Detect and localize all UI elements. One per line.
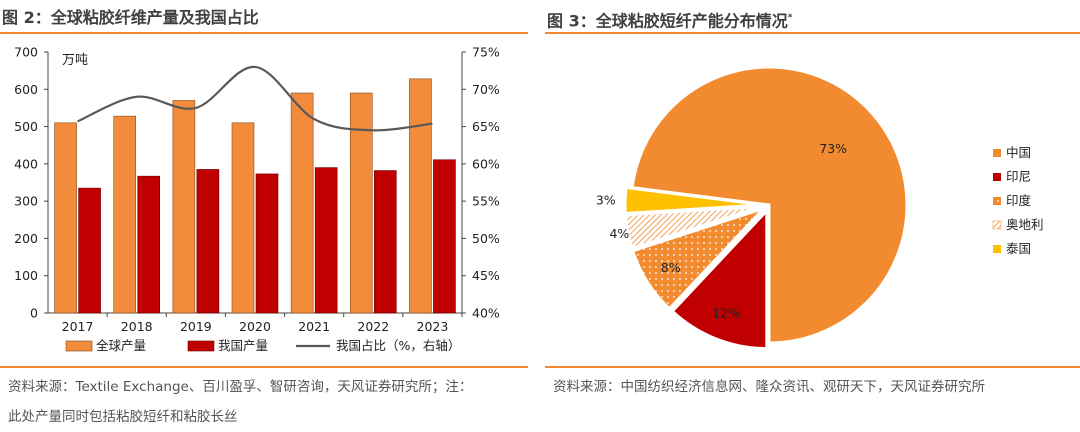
bar-line-chart: 0 100 200 300 400 500 600 700 40% 45% 50% 55% 60% 65%… — [14, 45, 500, 354]
x-tick-label: 2023 — [417, 319, 449, 334]
right-tick-label: 45% — [472, 268, 500, 283]
left-source-line2: 此处产量同时包括粘胶短纤和粘胶长丝 — [8, 409, 238, 425]
right-tick-label: 65% — [472, 119, 500, 134]
y-axis-unit-label: 万吨 — [62, 53, 88, 68]
pie-legend-label: 印尼 — [1006, 169, 1031, 184]
pie-slice-4 — [623, 185, 764, 216]
left-tick-label: 700 — [14, 45, 38, 60]
pie-legend-swatch — [993, 173, 1001, 181]
legend-label-share: 我国占比（%，右轴） — [336, 338, 460, 353]
x-tick-label: 2022 — [357, 319, 389, 334]
left-tick-label: 400 — [14, 156, 38, 171]
right-figure-title-text: 图 3：全球粘胶短纤产能分布情况 — [547, 11, 788, 31]
bar-chart-legend: 全球产量 我国产量 我国占比（%，右轴） — [65, 338, 460, 353]
pie-slices — [623, 65, 909, 351]
bar-chart-bars — [54, 78, 456, 314]
bar-chart-axes: 0 100 200 300 400 500 600 700 40% 45% 50% 55% 60% 65%… — [14, 45, 500, 335]
pie-slice-1 — [670, 206, 769, 351]
china-output-bar — [433, 159, 456, 314]
global-output-bar — [349, 92, 373, 314]
pie-value-label: 73% — [819, 141, 847, 156]
legend-label-global: 全球产量 — [96, 338, 146, 353]
right-tick-label: 70% — [472, 82, 500, 97]
global-output-bar — [231, 122, 255, 314]
x-tick-label: 2017 — [62, 319, 94, 334]
global-output-bar — [54, 122, 77, 314]
china-output-bar — [196, 169, 220, 314]
pie-legend-swatch — [993, 149, 1001, 157]
pie-slice-2 — [630, 206, 766, 311]
china-output-bar — [314, 167, 338, 314]
x-tick-label: 2020 — [239, 319, 271, 334]
pie-legend-swatch — [993, 197, 1001, 205]
china-output-bar — [255, 173, 279, 314]
pie-legend-label: 奥地利 — [1006, 217, 1044, 232]
global-output-bar — [409, 78, 432, 314]
right-tick-label: 60% — [472, 156, 500, 171]
left-tick-label: 200 — [14, 231, 38, 246]
right-figure-title: 图 3：全球粘胶短纤产能分布情况* — [545, 4, 1080, 34]
left-source-line1: 资料来源：Textile Exchange、百川盈孚、智研咨询，天风证券研究所；… — [8, 379, 473, 395]
left-figure-title: 图 2：全球粘胶纤维产量及我国占比 — [0, 4, 528, 34]
pie-value-label: 12% — [712, 306, 740, 321]
left-tick-label: 600 — [14, 82, 38, 97]
china-output-bar — [137, 175, 161, 314]
right-tick-label: 75% — [472, 45, 500, 60]
left-tick-label: 0 — [30, 306, 38, 321]
pie-labels: 73% 12% 8% 4% 3% — [596, 141, 847, 321]
pie-value-label: 3% — [596, 192, 616, 207]
pie-legend-label: 中国 — [1006, 145, 1031, 160]
x-tick-label: 2018 — [121, 319, 153, 334]
legend-swatch-global — [65, 340, 93, 352]
share-line — [77, 65, 433, 132]
right-tick-label: 40% — [472, 306, 500, 321]
x-tick-label: 2021 — [298, 319, 330, 334]
legend-swatch-china — [187, 340, 215, 352]
pie-slice-0 — [630, 65, 909, 345]
x-tick-label: 2019 — [180, 319, 212, 334]
pie-legend-swatch — [992, 220, 1002, 230]
china-output-bar — [78, 187, 101, 314]
china-share-line — [77, 65, 433, 132]
china-output-bar — [373, 170, 397, 314]
pie-legend-label: 印度 — [1006, 193, 1032, 208]
pie-value-label: 4% — [609, 226, 629, 241]
pie-legend-swatch — [993, 245, 1001, 253]
left-figure-panel: 图 2：全球粘胶纤维产量及我国占比 0 100 200 300 400 500 600 700… — [0, 0, 528, 432]
left-tick-label: 100 — [14, 268, 38, 283]
right-source: 资料来源：中国纺织经济信息网、隆众资讯、观研天下，天风证券研究所 — [553, 379, 985, 395]
pie-value-label: 8% — [661, 260, 681, 275]
right-tick-label: 50% — [472, 231, 500, 246]
right-figure-title-mark: * — [787, 13, 793, 23]
right-tick-label: 55% — [472, 194, 500, 209]
left-tick-label: 500 — [14, 119, 38, 134]
legend-label-china: 我国产量 — [218, 338, 268, 353]
left-tick-label: 300 — [14, 194, 38, 209]
right-figure-panel: 图 3：全球粘胶短纤产能分布情况* 73% 12% 8% 4% 3% 中国印尼印度奥地利… — [545, 0, 1080, 432]
global-output-bar — [113, 115, 137, 314]
global-output-bar — [172, 100, 196, 314]
global-output-bar — [290, 92, 314, 314]
pie-legend-label: 泰国 — [1006, 241, 1031, 256]
